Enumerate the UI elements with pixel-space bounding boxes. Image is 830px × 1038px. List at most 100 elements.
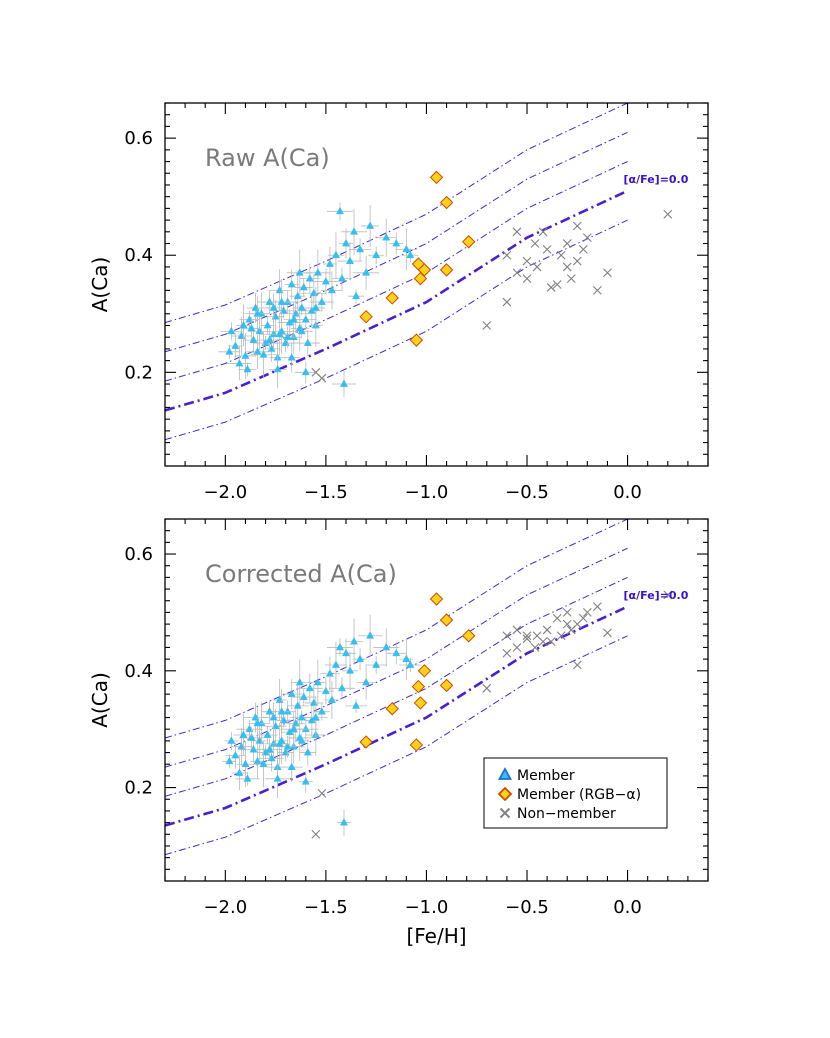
member-point <box>352 701 361 709</box>
nonmember-point <box>572 660 582 670</box>
member-point <box>287 353 296 361</box>
nonmember-point <box>562 239 572 248</box>
nonmember-point <box>582 233 592 243</box>
member-point <box>231 341 240 349</box>
member-point <box>259 350 268 358</box>
member-point <box>275 329 284 338</box>
series-x <box>311 590 673 839</box>
member-point <box>247 733 256 741</box>
member-point <box>317 297 326 305</box>
nonmember-point <box>556 250 566 260</box>
ref-offset-line-1 <box>165 576 628 797</box>
member-point <box>362 677 371 686</box>
nonmember-point <box>562 608 572 617</box>
nonmember-point <box>542 244 552 254</box>
member-point <box>309 698 318 706</box>
member-point <box>356 244 365 253</box>
member-point <box>297 326 306 335</box>
member-point <box>235 359 244 367</box>
member-point <box>382 233 391 241</box>
rgb-member-point <box>409 333 424 347</box>
member-point <box>301 315 310 323</box>
member-point <box>237 331 246 339</box>
member-point <box>301 777 310 785</box>
member-point <box>337 683 346 692</box>
rgb-member-point <box>385 291 399 305</box>
member-point <box>297 712 306 721</box>
member-point <box>273 364 282 373</box>
member-point <box>309 288 318 297</box>
ref-line-alpha-fe-zero <box>165 189 629 412</box>
member-point <box>225 756 234 765</box>
x-tick-label: −2.0 <box>203 897 247 918</box>
member-point <box>265 707 274 715</box>
rgb-member-point <box>359 735 373 749</box>
series-triangle <box>218 202 419 398</box>
member-point <box>245 315 254 323</box>
rgb-member-point <box>429 592 444 606</box>
member-point <box>225 347 234 355</box>
member-point <box>269 712 278 721</box>
panel-label: Corrected A(Ca) <box>205 560 397 588</box>
member-point <box>299 282 308 291</box>
nonmember-point <box>663 209 673 219</box>
member-point <box>321 277 330 285</box>
member-point <box>241 351 250 359</box>
x-tick-label: −1.5 <box>304 897 348 918</box>
member-point <box>227 736 236 744</box>
member-point <box>275 739 284 747</box>
member-point <box>331 660 340 668</box>
rgb-member-point <box>359 309 373 324</box>
ref-offset-line-3 <box>165 519 628 739</box>
member-point <box>245 724 254 733</box>
rgb-member-point <box>429 170 444 185</box>
member-point <box>335 642 344 651</box>
rgb-member-point <box>439 678 454 693</box>
ref-offset-line-2 <box>165 547 628 768</box>
member-point <box>392 648 401 657</box>
legend-nonmember-icon <box>499 807 511 819</box>
nonmember-point <box>512 625 522 635</box>
nonmember-point <box>502 297 512 307</box>
nonmember-point <box>562 262 572 272</box>
member-point <box>346 666 355 674</box>
x-tick-label: −0.5 <box>505 482 549 503</box>
plot-area <box>165 519 673 856</box>
ref-offset-line-0 <box>165 635 628 856</box>
member-point <box>269 303 278 311</box>
member-point <box>356 654 365 662</box>
nonmember-point <box>552 280 562 289</box>
member-point <box>289 315 298 323</box>
x-tick-label: 0.0 <box>613 897 642 918</box>
series-x <box>311 209 673 383</box>
member-point <box>247 323 256 332</box>
member-point <box>263 320 272 329</box>
nonmember-point <box>546 637 556 647</box>
nonmember-point <box>512 643 522 652</box>
member-point <box>350 227 359 235</box>
member-point <box>301 367 310 376</box>
member-point <box>283 707 292 715</box>
legend-box <box>483 757 668 829</box>
member-point <box>321 686 330 695</box>
y-tick-label: 0.2 <box>124 778 153 799</box>
y-tick-label: 0.4 <box>124 661 153 682</box>
x-tick-label: −0.5 <box>505 897 549 918</box>
rgb-member-point <box>411 679 426 694</box>
nonmember-point <box>482 683 492 693</box>
nonmember-point <box>552 613 562 623</box>
member-point <box>366 631 375 639</box>
member-point <box>243 364 252 373</box>
nonmember-point <box>512 268 522 278</box>
rgb-member-point <box>417 664 432 678</box>
x-tick-label: −1.5 <box>304 482 348 503</box>
nonmember-point <box>538 637 548 647</box>
member-point <box>235 768 244 776</box>
member-point <box>339 818 349 826</box>
x-axis-title: [Fe/H] <box>406 924 466 948</box>
member-point <box>305 274 314 282</box>
member-point <box>325 669 334 677</box>
member-point <box>327 285 336 294</box>
member-point <box>293 701 302 709</box>
